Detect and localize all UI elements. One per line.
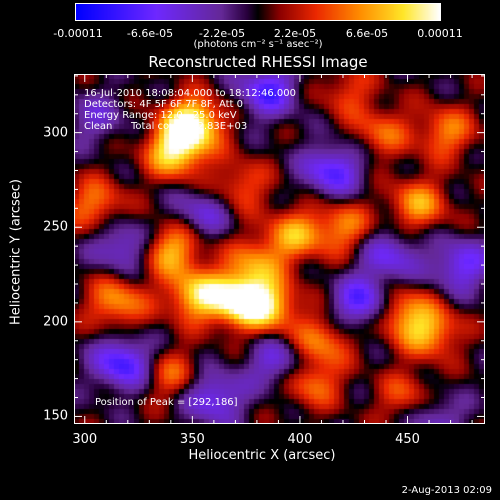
chart-title: Reconstructed RHESSI Image [148,53,368,71]
detectors-annotation: Detectors: 4F 5F 6F 7F 8F, Att 0 [84,99,244,110]
y-tick-label: 250 [43,219,68,235]
x-tick-label: 300 [72,432,98,447]
peak-annotation: Position of Peak = [292,186] [95,397,238,408]
y-tick-label: 200 [43,314,68,330]
colorbar [75,3,441,21]
timestamp-footer: 2-Aug-2013 02:09 [401,485,492,496]
clean-annotation: Clean [84,121,113,132]
colorbar-tick-label: 6.6e-05 [345,27,389,40]
energy-annotation: Energy Range: 12.0 - 25.0 keV [84,110,237,121]
y-axis-label: Heliocentric Y (arcsec) [8,179,24,325]
counts-annotation: Total counts: 2.83E+03 [131,121,248,132]
colorbar-tick-label: 0.00011 [417,27,463,40]
heatmap-image [74,74,485,424]
x-axis-label: Heliocentric X (arcsec) [188,448,336,463]
colorbar-unit: (photons cm⁻² s⁻¹ asec⁻²) [193,39,323,50]
plot-frame [74,74,485,424]
plot-area: 16-Jul-2010 18:08:04.000 to 18:12:46.000… [74,74,485,424]
plot-border [74,74,485,424]
colorbar-tick-label: -2.2e-05 [198,27,246,40]
y-tick-label: 300 [43,125,68,141]
colorbar-tick-label: 2.2e-05 [273,27,317,40]
x-tick-label: 450 [395,432,420,447]
x-tick-label: 400 [287,432,313,447]
time-range-annotation: 16-Jul-2010 18:08:04.000 to 18:12:46.000 [84,88,296,99]
colorbar-tick-label: -0.00011 [53,27,103,40]
y-tick-label: 150 [43,408,68,424]
colorbar-tick-label: -6.6e-05 [126,27,174,40]
x-tick-label: 350 [179,432,205,447]
